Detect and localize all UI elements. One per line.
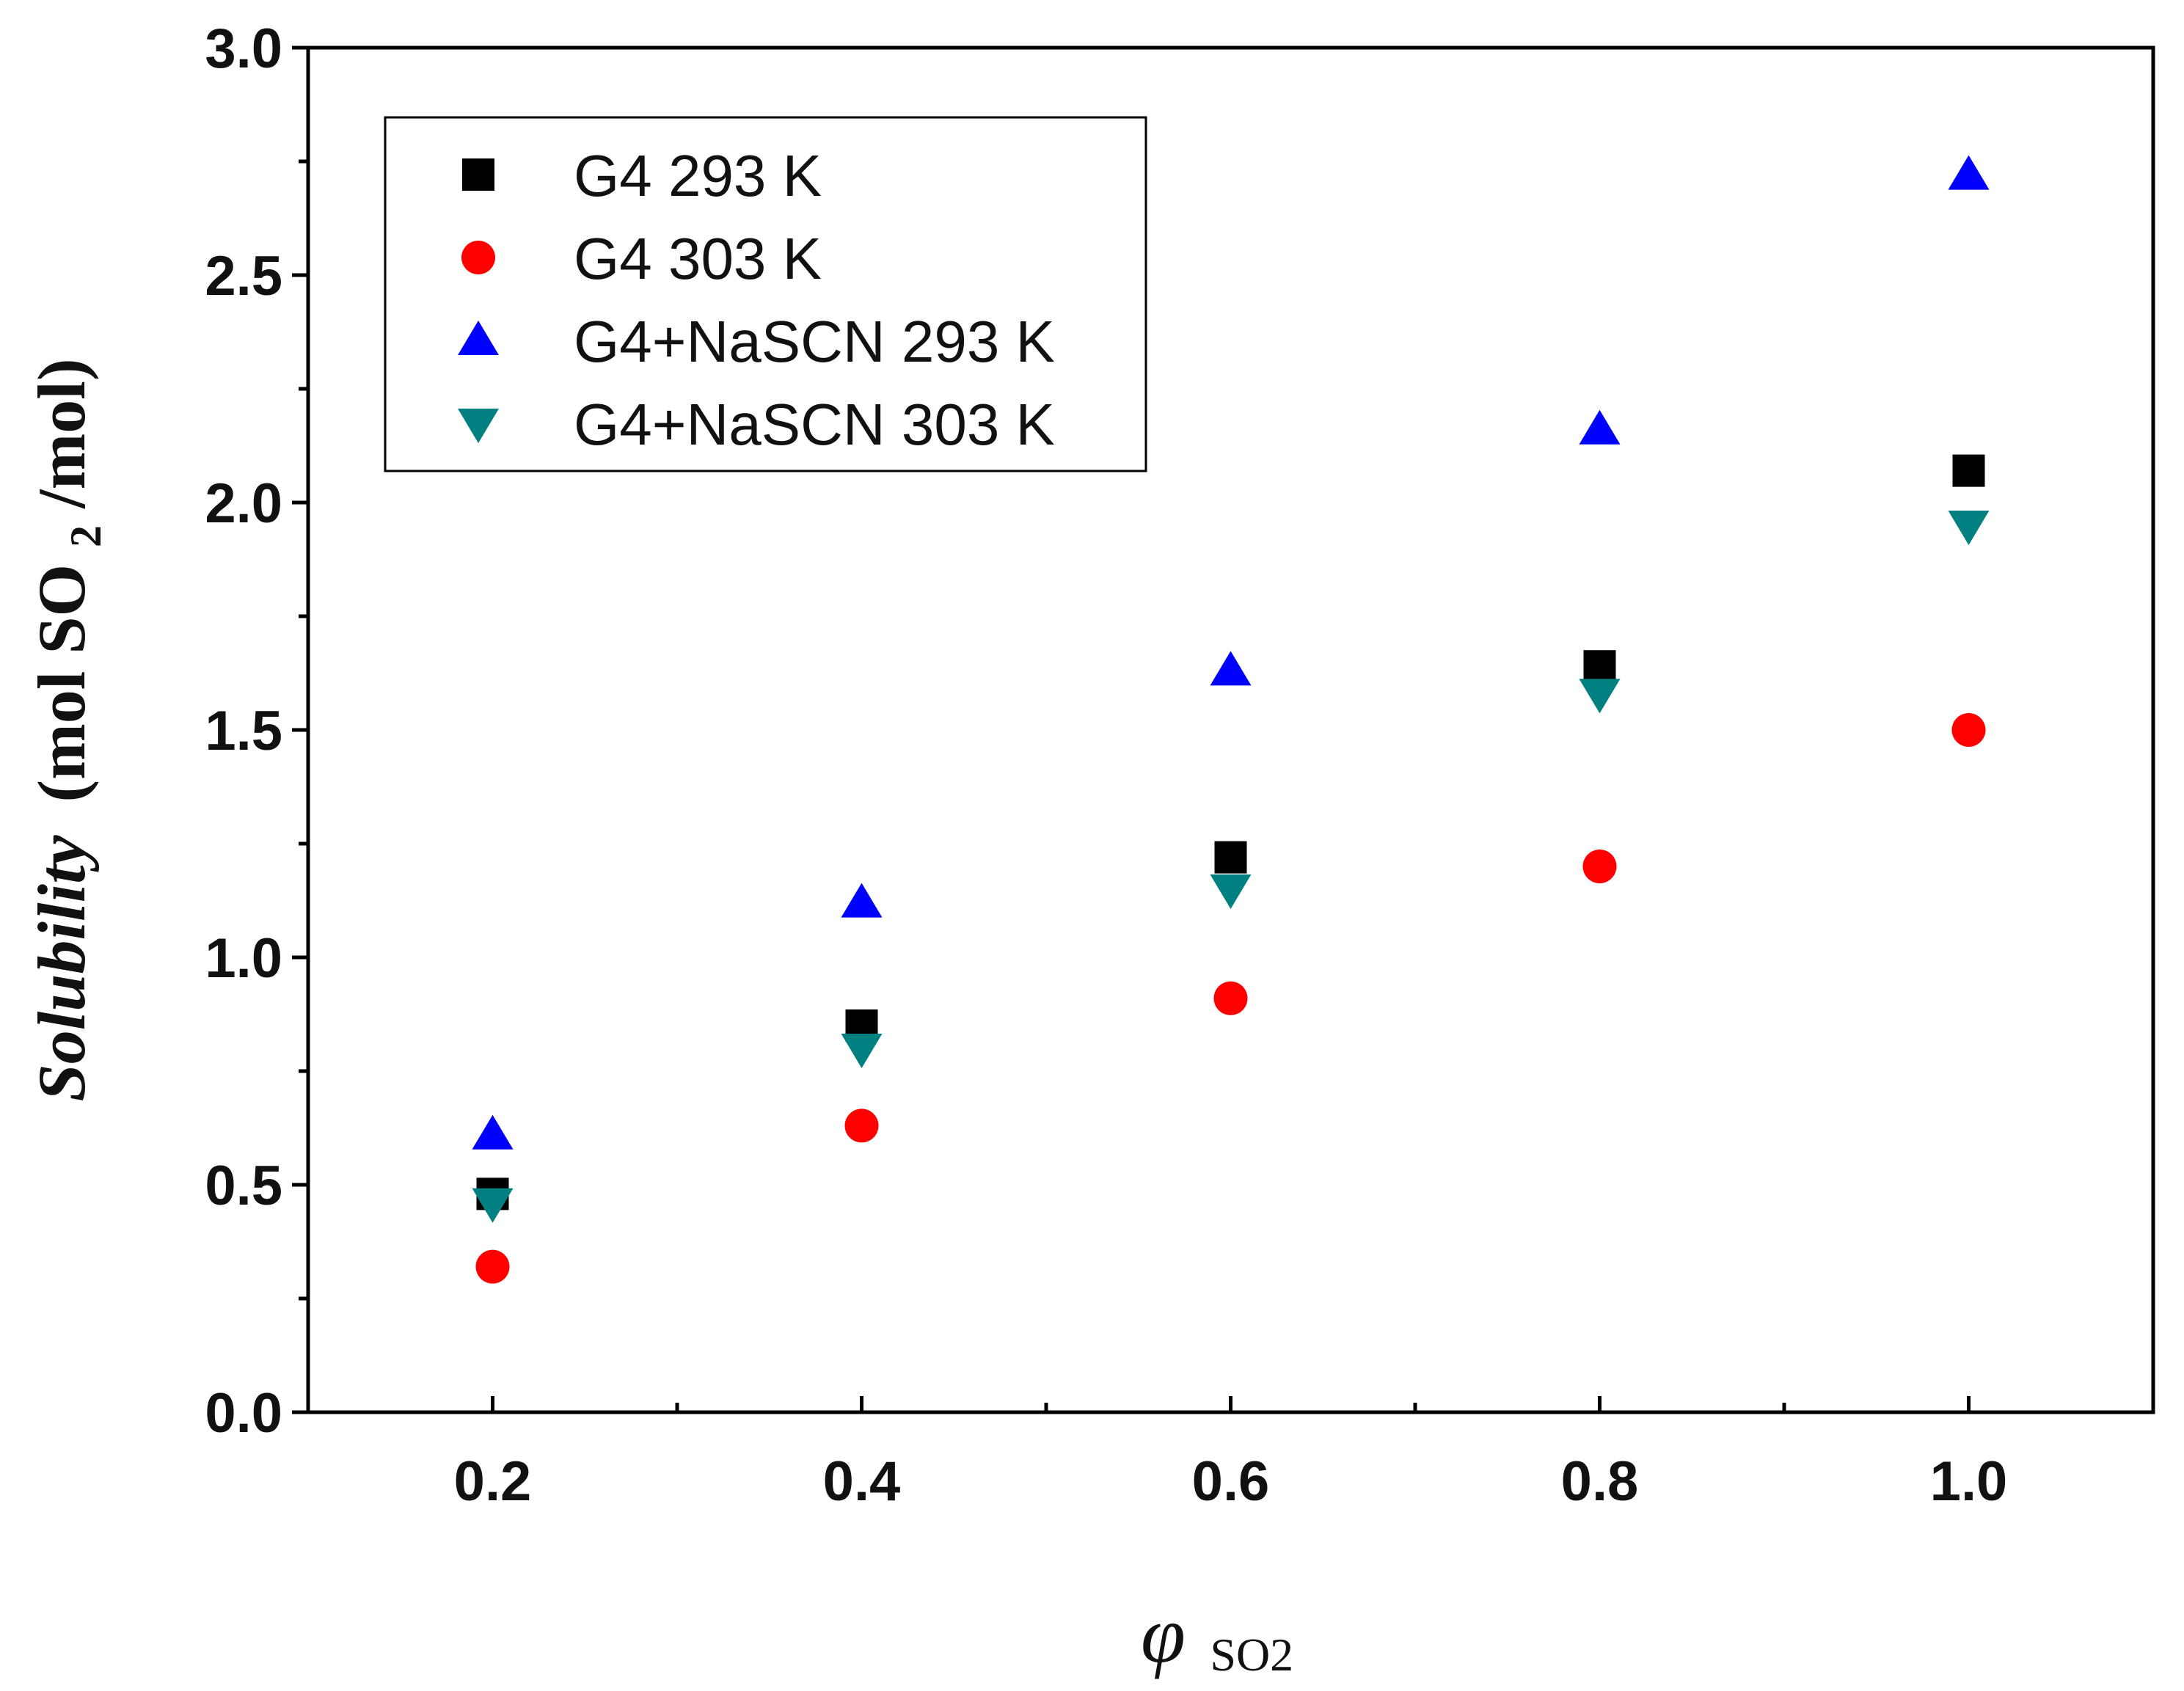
data-point — [472, 1114, 514, 1150]
y-axis-title-suffix: /mol) — [24, 359, 99, 509]
data-point — [1582, 850, 1617, 883]
x-tick-label: 0.4 — [823, 1450, 901, 1513]
series-3 — [472, 155, 1990, 1150]
legend-label: G4 303 K — [574, 226, 822, 291]
data-point — [841, 883, 883, 918]
series-4 — [472, 511, 1990, 1223]
data-point — [1952, 454, 1985, 487]
data-point — [1948, 511, 1990, 545]
y-tick-labels: 0.0 0.5 1.0 1.5 2.0 2.5 3.0 — [205, 18, 282, 1445]
series-1 — [476, 454, 1985, 1210]
data-point — [1214, 841, 1247, 874]
y-tick-label: 3.0 — [205, 18, 282, 80]
y-tick-label: 2.5 — [205, 245, 282, 307]
y-tick-label: 1.0 — [205, 927, 282, 990]
legend-box — [384, 116, 1147, 472]
x-tick-label: 0.8 — [1561, 1450, 1639, 1513]
data-point — [1210, 651, 1252, 686]
x-tick-label: 1.0 — [1930, 1450, 2008, 1513]
legend-marker — [458, 409, 499, 443]
data-point — [1213, 981, 1248, 1015]
y-axis-title-italic: Solubility — [24, 834, 99, 1101]
y-tick-label: 0.0 — [205, 1382, 282, 1445]
x-tick-labels: 0.2 0.4 0.6 0.8 1.0 — [454, 1450, 2008, 1513]
legend-item: G4 303 K — [461, 226, 822, 291]
y-tick-label: 0.5 — [205, 1155, 282, 1217]
legend-marker — [462, 158, 494, 191]
y-axis-title-prefix: (mol SO — [24, 564, 99, 803]
data-point — [1579, 679, 1621, 714]
data-point — [1579, 409, 1621, 445]
y-axis-title-subscript: 2 — [62, 525, 110, 547]
x-axis-title-subscript: SO2 — [1210, 1629, 1293, 1681]
data-point — [844, 1109, 879, 1143]
data-point — [475, 1249, 510, 1284]
x-tick-label: 0.6 — [1192, 1450, 1270, 1513]
data-point — [1951, 713, 1986, 747]
x-axis-title: φ SO2 — [1141, 1590, 1293, 1681]
data-point — [1948, 155, 1990, 190]
data-points — [472, 155, 1990, 1284]
legend-item: G4+NaSCN 293 K — [458, 309, 1055, 374]
legend-marker — [458, 321, 499, 355]
y-tick-label: 1.5 — [205, 700, 282, 762]
data-point — [472, 1188, 514, 1223]
legend-item: G4+NaSCN 303 K — [458, 392, 1055, 457]
legend-marker — [461, 241, 495, 274]
legend-label: G4+NaSCN 293 K — [574, 309, 1055, 374]
data-point — [841, 1034, 883, 1068]
data-point — [1210, 874, 1252, 909]
legend: G4 293 K G4 303 K G4+NaSCN 293 K G4+NaSCN 3… — [384, 116, 1147, 472]
data-point — [1583, 650, 1616, 683]
axis-ticks — [292, 45, 1971, 1414]
x-axis-title-symbol: φ — [1141, 1590, 1186, 1679]
legend-label: G4 293 K — [574, 143, 822, 208]
legend-item: G4 293 K — [462, 143, 822, 208]
y-tick-label: 2.0 — [205, 472, 282, 535]
legend-label: G4+NaSCN 303 K — [574, 392, 1055, 457]
x-tick-label: 0.2 — [454, 1450, 532, 1513]
series-2 — [475, 713, 1986, 1284]
y-axis-title: Solubility (mol SO 2 /mol) — [24, 359, 115, 1102]
